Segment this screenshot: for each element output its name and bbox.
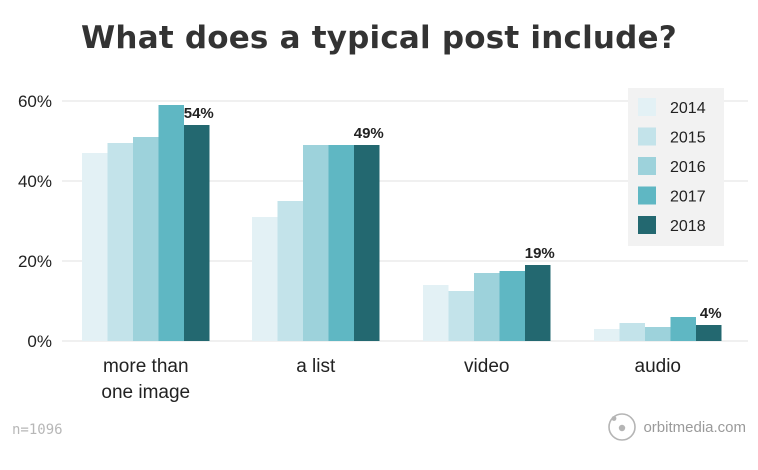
y-axis-ticks: 0% 20% 40% 60% (18, 92, 52, 351)
bar-2014-1 (252, 217, 278, 341)
sample-size-note: n=1096 (12, 422, 63, 438)
bar-2017-2 (499, 271, 525, 341)
legend-label-2018: 2018 (670, 218, 706, 235)
y-tick-label: 20% (18, 252, 52, 271)
bar-2015-2 (448, 291, 474, 341)
x-axis-categories: more than one image a list video audio (101, 356, 681, 403)
bar-2018-3 (696, 325, 722, 341)
data-labels: 54% 49% 19% 4% (184, 105, 722, 322)
category-label: audio (635, 356, 682, 377)
legend-swatch-2014 (638, 98, 656, 116)
bar-2018-2 (525, 265, 551, 341)
legend-swatch-2016 (638, 157, 656, 175)
brand-name: orbitmedia.com (643, 418, 746, 436)
category-label: video (464, 356, 509, 377)
bar-2018-0 (184, 125, 210, 341)
category-label-line: one image (101, 382, 190, 403)
bar-2014-2 (423, 285, 449, 341)
y-tick-label: 0% (27, 332, 52, 351)
category-label: more than one image (101, 356, 190, 403)
bar-2015-3 (619, 323, 645, 341)
bar-2014-3 (594, 329, 620, 341)
bar-2016-2 (474, 273, 500, 341)
bar-2017-1 (328, 145, 354, 341)
legend-label-2017: 2017 (670, 189, 706, 206)
y-tick-label: 40% (18, 172, 52, 191)
bar-2017-0 (158, 105, 184, 341)
chart-title: What does a typical post include? (81, 20, 677, 56)
bar-2015-1 (277, 201, 303, 341)
bar-2016-0 (133, 137, 159, 341)
category-label-line: a list (296, 356, 336, 377)
legend-label-2016: 2016 (670, 159, 706, 176)
bars (82, 105, 722, 341)
data-label: 49% (354, 125, 384, 142)
legend-swatch-2015 (638, 127, 656, 146)
category-label-line: audio (635, 356, 682, 377)
bar-2016-1 (303, 145, 329, 341)
bar-2017-3 (670, 317, 696, 341)
category-label-line: more than (103, 356, 189, 377)
data-label: 19% (525, 245, 555, 262)
data-label: 54% (184, 105, 214, 122)
y-tick-label: 60% (18, 92, 52, 111)
bar-2015-0 (107, 143, 133, 341)
legend: 2014 2015 2016 2017 2018 (628, 88, 724, 246)
orbit-logo-icon (608, 413, 637, 441)
legend-label-2014: 2014 (670, 100, 706, 117)
legend-label-2015: 2015 (670, 130, 706, 147)
legend-swatch-2018 (638, 216, 656, 234)
data-label: 4% (700, 305, 722, 322)
legend-swatch-2017 (638, 186, 656, 205)
bar-2014-0 (82, 153, 108, 341)
bar-2018-1 (354, 145, 380, 341)
category-label: a list (296, 356, 336, 377)
brand-watermark[interactable]: orbitmedia.com (607, 412, 746, 442)
category-label-line: video (464, 356, 509, 377)
bar-2016-3 (645, 327, 671, 341)
